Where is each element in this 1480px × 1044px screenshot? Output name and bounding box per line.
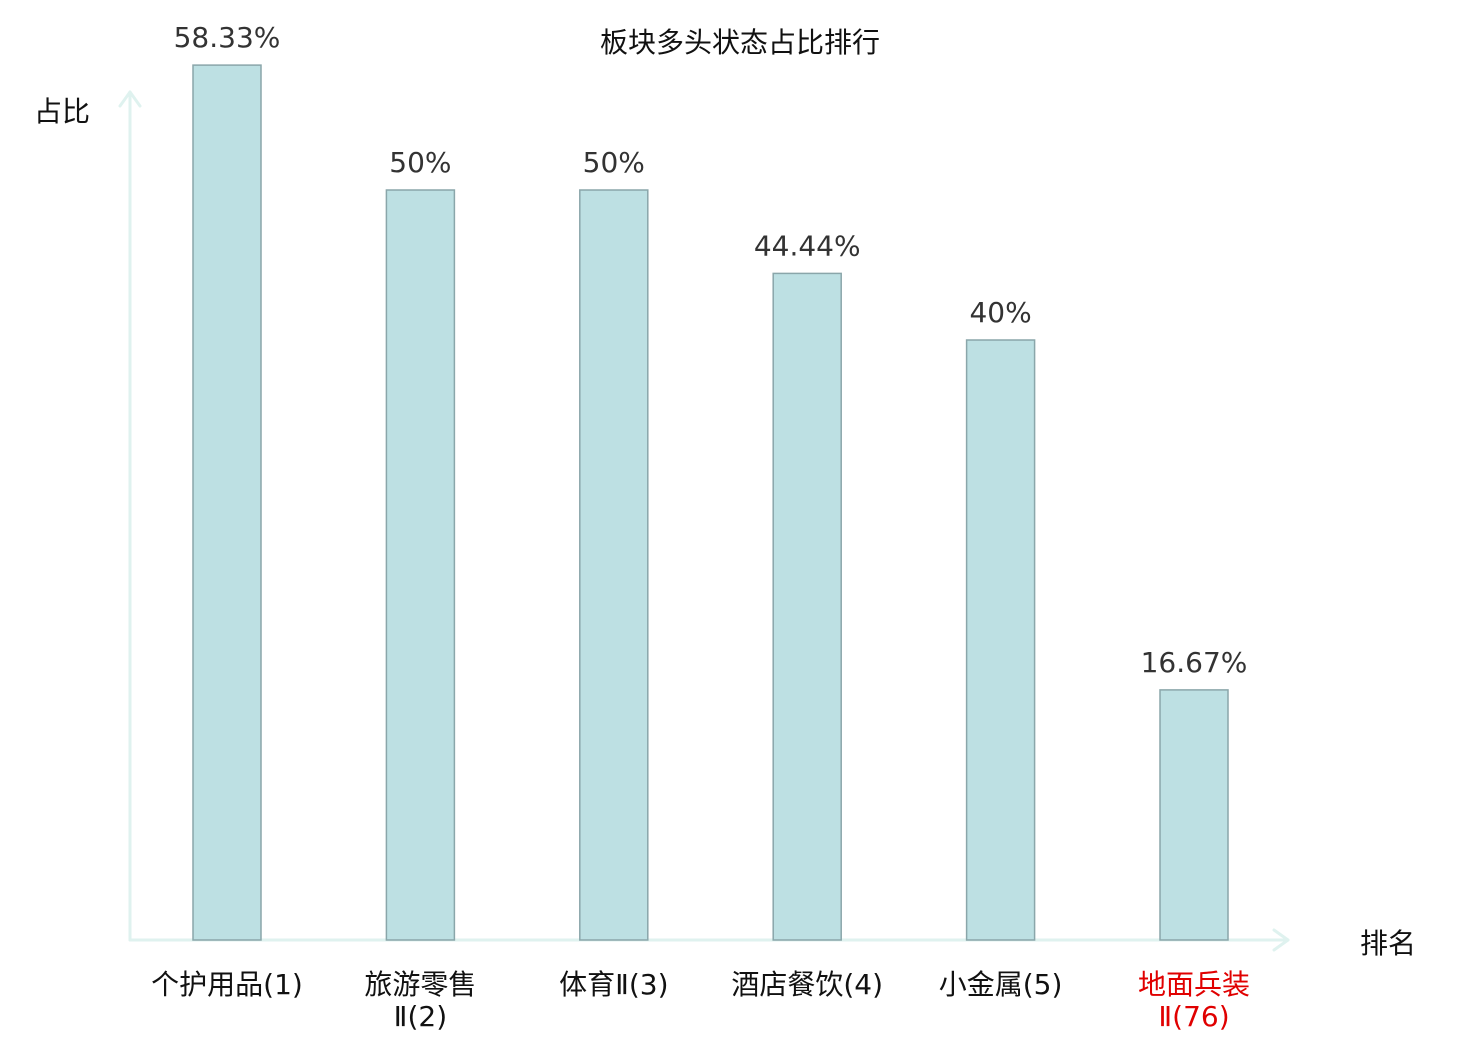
category-tick-label: 个护用品(1) bbox=[151, 968, 303, 1001]
chart-title: 板块多头状态占比排行 bbox=[600, 26, 880, 59]
category-tick-label: 小金属(5) bbox=[939, 968, 1063, 1001]
bar-value-label: 44.44% bbox=[754, 229, 861, 262]
x-axis-arrow bbox=[1272, 928, 1290, 952]
bar-value-label: 58.33% bbox=[174, 21, 281, 54]
bars bbox=[192, 64, 1229, 941]
category-tick-label: Ⅱ(76) bbox=[1158, 1000, 1229, 1033]
bar bbox=[192, 64, 262, 941]
axes bbox=[118, 90, 1290, 952]
y-axis-arrow bbox=[118, 90, 142, 108]
bar-value-label: 50% bbox=[389, 146, 451, 179]
bar bbox=[965, 339, 1036, 941]
bar bbox=[1159, 689, 1229, 941]
category-tick-label: 地面兵装 bbox=[1138, 968, 1250, 1001]
x-axis-label: 排名 bbox=[1360, 927, 1416, 960]
bar-value-label: 16.67% bbox=[1141, 646, 1248, 679]
bar-value-label: 50% bbox=[583, 146, 645, 179]
value-labels: 58.33% 50% 50% 44.44% 40% 16.67% bbox=[174, 21, 1248, 679]
category-tick-label: 旅游零售 bbox=[364, 968, 476, 1001]
bar bbox=[772, 272, 842, 941]
y-axis-label: 占比 bbox=[34, 95, 90, 128]
category-tick-label: 体育Ⅱ(3) bbox=[559, 968, 668, 1001]
category-tick-label: Ⅱ(2) bbox=[394, 1000, 447, 1033]
category-tick-label: 酒店餐饮(4) bbox=[731, 968, 883, 1001]
bar bbox=[579, 189, 649, 941]
bar bbox=[385, 189, 456, 941]
bar-value-label: 40% bbox=[969, 296, 1031, 329]
